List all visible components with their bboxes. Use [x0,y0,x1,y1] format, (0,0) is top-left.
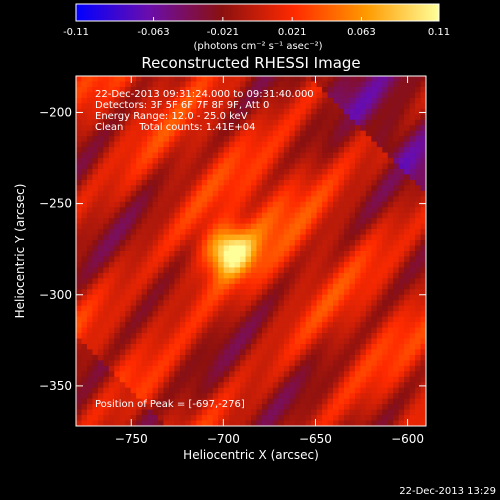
colorbar-tick-label: -0.11 [63,27,89,38]
y-tick-label: −350 [39,379,72,393]
plot-frame [75,75,427,427]
x-tick-label: −750 [115,432,148,446]
colorbar-tick-label: 0.11 [428,27,450,38]
colorbar-tick-label: -0.063 [137,27,169,38]
annotation-time-range: 22-Dec-2013 09:31:24.000 to 09:31:40.000 [95,89,314,100]
x-tick-label: −600 [391,432,424,446]
colorbar-tick-label: 0.063 [347,27,376,38]
x-axis: −750 −700 −650 −600 [115,76,424,446]
colorbar-gradient [75,3,440,22]
annotation-detectors: Detectors: 3F 5F 6F 7F 8F 9F, Att 0 [95,100,269,111]
chart-title: Reconstructed RHESSI Image [141,54,360,72]
colorbar-ticks: -0.11 -0.063 -0.021 0.021 0.063 0.11 [63,17,450,38]
heatmap-image [76,76,426,426]
x-tick-label: −650 [299,432,332,446]
y-tick-label: −200 [39,105,72,119]
colorbar-tick-label: 0.021 [278,27,307,38]
colorbar-units: (photons cm⁻² s⁻¹ asec⁻²) [193,41,322,52]
peak-position-label: Position of Peak = [-697,-276] [95,399,245,410]
y-axis: −200 −250 −300 −350 [39,105,426,393]
x-axis-label: Heliocentric X (arcsec) [183,448,319,462]
y-tick-label: −300 [39,288,72,302]
y-axis-label: Heliocentric Y (arcsec) [13,184,27,319]
x-tick-label: −700 [207,432,240,446]
annotation-block: 22-Dec-2013 09:31:24.000 to 09:31:40.000… [95,89,314,133]
annotation-energy-range: Energy Range: 12.0 - 25.0 keV [95,111,248,122]
annotation-clean-counts: Clean Total counts: 1.41E+04 [95,122,255,133]
y-tick-label: −250 [39,197,72,211]
footer-timestamp: 22-Dec-2013 13:29 [399,486,496,497]
colorbar: -0.11 -0.063 -0.021 0.021 0.063 0.11 (photons… [63,3,450,52]
colorbar-tick-label: -0.021 [207,27,239,38]
